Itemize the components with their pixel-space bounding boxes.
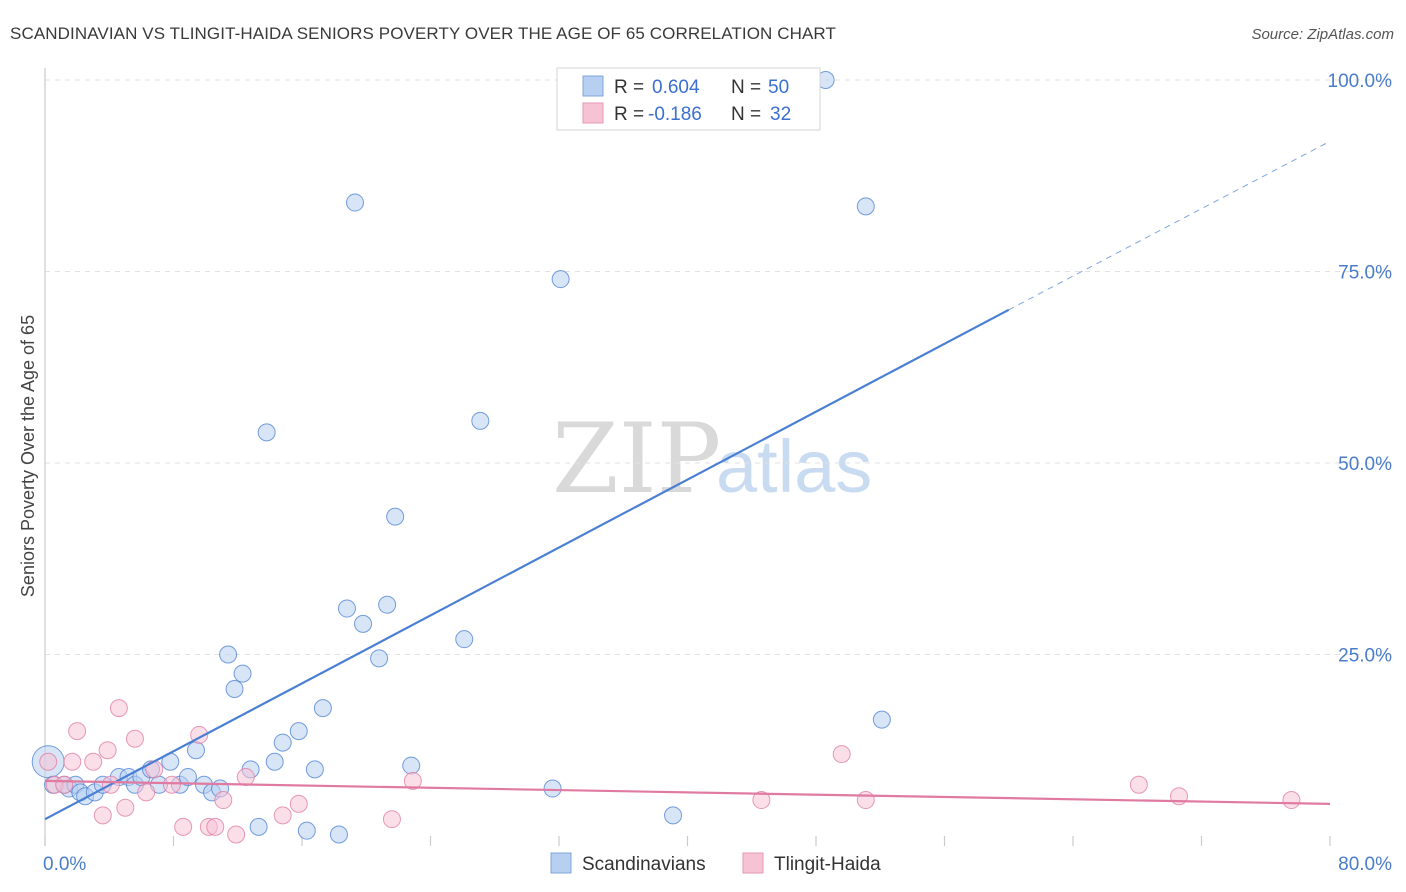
bottom-legend-swatch-scandinavians: [550, 852, 572, 874]
point-scandinavians-26: [249, 817, 268, 836]
chart-title: SCANDINAVIAN VS TLINGIT-HAIDA SENIORS PO…: [10, 24, 836, 43]
y-tick-label-25: 25.0%: [1338, 646, 1392, 667]
point-scandinavians-38: [370, 649, 389, 668]
point-tlingit-haida-27: [832, 745, 851, 764]
point-tlingit-haida-12: [137, 783, 156, 802]
point-tlingit-haida-9: [109, 699, 128, 718]
legend-n-label-1: N =: [731, 77, 761, 98]
legend-n-value-2: 32: [770, 104, 791, 125]
point-scandinavians-24: [233, 664, 252, 683]
x-tick-label-min: 0.0%: [43, 854, 86, 875]
point-scandinavians-30: [289, 722, 308, 741]
watermark-atlas: atlas: [716, 425, 872, 508]
point-tlingit-haida-19: [214, 791, 233, 810]
gridlines: [45, 79, 1392, 655]
series-tlingit-haida-points: [39, 699, 1301, 844]
point-tlingit-haida-20: [227, 825, 246, 844]
point-tlingit-haida-26: [752, 791, 771, 810]
point-scandinavians-45: [551, 270, 570, 289]
trend-line-extension-scandinavians: [1008, 140, 1331, 311]
stats-legend: R = 0.604 N = 50 R = -0.186 N = 32: [556, 67, 821, 131]
bottom-legend-label-scandinavians: Scandinavians: [582, 854, 706, 875]
point-scandinavians-28: [265, 752, 284, 771]
bottom-legend-swatch-tlingit-haida: [742, 852, 764, 874]
point-scandinavians-18: [186, 741, 205, 760]
point-tlingit-haida-3: [63, 752, 82, 771]
trend-lines: [44, 140, 1331, 821]
point-tlingit-haida-0: [39, 752, 58, 771]
y-tick-label-50: 50.0%: [1338, 454, 1392, 475]
watermark-zip: ZIP: [552, 403, 721, 515]
trend-line-tlingit-haida: [44, 779, 1331, 805]
watermark: ZIP atlas: [552, 403, 872, 515]
point-tlingit-haida-28: [856, 791, 875, 810]
legend-swatch-tlingit-haida: [582, 102, 604, 124]
point-scandinavians-35: [337, 599, 356, 618]
point-scandinavians-39: [378, 595, 397, 614]
bottom-legend-label-tlingit-haida: Tlingit-Haida: [774, 854, 881, 875]
legend-r-value-1: 0.604: [652, 77, 700, 98]
point-tlingit-haida-15: [174, 817, 193, 836]
point-tlingit-haida-6: [93, 806, 112, 825]
x-tick-label-max: 80.0%: [1338, 854, 1392, 875]
point-scandinavians-22: [219, 645, 238, 664]
point-scandinavians-43: [471, 411, 490, 430]
point-tlingit-haida-2: [55, 775, 74, 794]
point-scandinavians-44: [543, 779, 562, 798]
legend-r-value-2: -0.186: [648, 104, 702, 125]
point-scandinavians-46: [664, 806, 683, 825]
point-scandinavians-29: [273, 733, 292, 752]
point-scandinavians-27: [257, 423, 276, 442]
point-tlingit-haida-14: [162, 775, 181, 794]
trend-line-scandinavians: [44, 308, 1010, 821]
legend-r-label-1: R =: [614, 77, 644, 98]
series-legend: Scandinavians Tlingit-Haida: [550, 852, 881, 875]
point-scandinavians-36: [346, 193, 365, 212]
point-tlingit-haida-11: [125, 729, 144, 748]
point-scandinavians-23: [225, 679, 244, 698]
y-axis-label: Seniors Poverty Over the Age of 65: [18, 315, 38, 597]
point-scandinavians-37: [354, 614, 373, 633]
legend-r-label-2: R =: [614, 104, 644, 125]
point-tlingit-haida-7: [98, 741, 117, 760]
point-tlingit-haida-24: [382, 810, 401, 829]
point-tlingit-haida-31: [1282, 791, 1301, 810]
chart-source: Source: ZipAtlas.com: [1251, 26, 1394, 43]
point-scandinavians-34: [329, 825, 348, 844]
point-scandinavians-17: [178, 768, 197, 787]
point-scandinavians-32: [305, 760, 324, 779]
point-scandinavians-48: [856, 197, 875, 216]
point-tlingit-haida-25: [403, 771, 422, 790]
point-scandinavians-40: [386, 507, 405, 526]
y-tick-label-75: 75.0%: [1338, 263, 1392, 284]
y-tick-label-100: 100.0%: [1328, 71, 1393, 92]
point-scandinavians-31: [297, 821, 316, 840]
point-tlingit-haida-4: [68, 722, 87, 741]
point-tlingit-haida-22: [273, 806, 292, 825]
legend-n-value-1: 50: [768, 77, 789, 98]
legend-swatch-scandinavians: [582, 75, 604, 97]
point-tlingit-haida-10: [116, 798, 135, 817]
point-scandinavians-49: [872, 710, 891, 729]
point-scandinavians-41: [402, 756, 421, 775]
point-tlingit-haida-18: [206, 817, 225, 836]
point-tlingit-haida-21: [236, 768, 255, 787]
point-tlingit-haida-23: [289, 794, 308, 813]
point-tlingit-haida-5: [84, 752, 103, 771]
legend-n-label-2: N =: [731, 104, 761, 125]
x-tick-marks: [44, 836, 1331, 846]
point-tlingit-haida-29: [1129, 775, 1148, 794]
y-tick-labels: 25.0% 50.0% 75.0% 100.0%: [1328, 71, 1393, 667]
point-scandinavians-33: [313, 699, 332, 718]
point-scandinavians-42: [455, 630, 474, 649]
